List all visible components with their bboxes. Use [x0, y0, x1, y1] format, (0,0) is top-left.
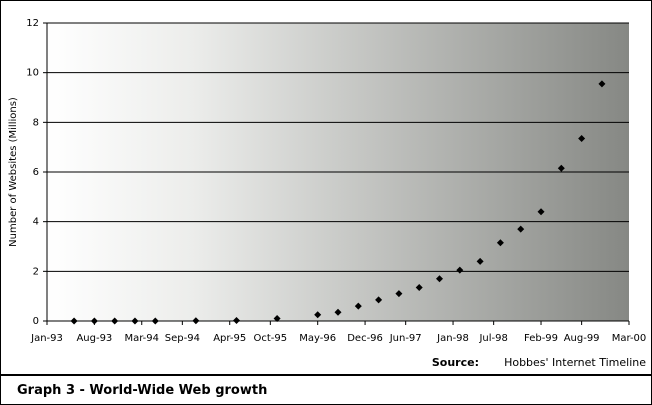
x-tick-label: Jan-98 [436, 333, 469, 344]
data-point [436, 275, 444, 283]
y-tick-label: 10 [26, 68, 39, 79]
x-tick-label: Jul-98 [478, 333, 507, 344]
data-point [476, 257, 484, 265]
y-tick-label: 8 [33, 117, 39, 128]
data-point [456, 266, 464, 274]
x-tick-label: May-96 [299, 333, 336, 344]
source: Hobbes' Internet Timeline [504, 356, 646, 369]
x-tick-label: Feb-99 [524, 333, 558, 344]
data-point [557, 164, 565, 172]
x-tick-label: Aug-93 [76, 333, 112, 344]
data-point [232, 317, 240, 325]
data-point [395, 290, 403, 298]
data-point [90, 317, 98, 325]
x-tick-label: Aug-99 [564, 333, 600, 344]
x-tick-label: Mar-94 [124, 333, 159, 344]
x-tick-label: Apr-95 [213, 333, 246, 344]
source-label: Source: [432, 356, 479, 369]
y-axis-label: Number of Websites (Millions) [8, 97, 19, 247]
data-point [334, 308, 342, 316]
data-point [273, 315, 281, 323]
x-tick-label: Jun-97 [389, 333, 422, 344]
data-point [192, 317, 200, 325]
y-tick-label: 6 [33, 167, 39, 178]
data-point [314, 311, 322, 319]
data-point [111, 317, 119, 325]
caption: Graph 3 - World-Wide Web growth [1, 374, 651, 404]
data-point [415, 283, 423, 291]
x-tick-label: Mar-00 [612, 333, 647, 344]
data-point [375, 296, 383, 304]
y-tick-label: 2 [33, 266, 39, 277]
data-point [354, 302, 362, 310]
chart: Number of Websites (Millions) Source: Ho… [8, 18, 647, 369]
y-tick-label: 4 [33, 217, 39, 228]
data-point [151, 317, 159, 325]
data-point [537, 208, 545, 216]
data-point [70, 317, 78, 325]
data-point [496, 239, 504, 247]
data-point [578, 134, 586, 142]
data-point [517, 225, 525, 233]
x-tick-label: Sep-94 [165, 333, 200, 344]
x-tick-label: Dec-96 [347, 333, 383, 344]
data-point [131, 317, 139, 325]
x-tick-label: Jan-93 [30, 333, 63, 344]
y-tick-label: 0 [33, 316, 39, 327]
data-point [598, 80, 606, 88]
x-tick-label: Oct-95 [254, 333, 288, 344]
y-tick-label: 12 [26, 18, 39, 29]
